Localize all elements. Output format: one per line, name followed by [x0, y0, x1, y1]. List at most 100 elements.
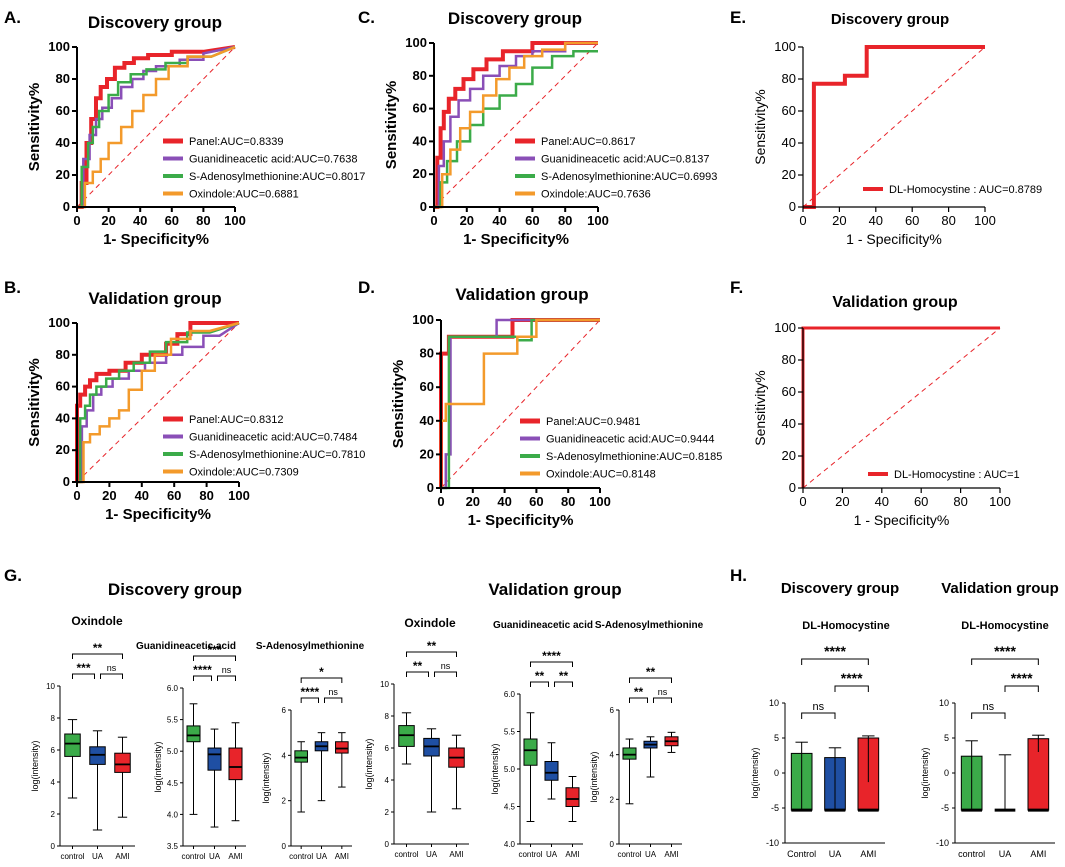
x-tick-label: 80 [941, 213, 955, 228]
significance-label: ns [658, 687, 668, 697]
legend-label: Panel:AUC=0.8312 [189, 414, 283, 426]
x-tick-label: 80 [561, 494, 575, 509]
legend-label: Panel:AUC=0.8339 [189, 136, 283, 148]
x-tick-label: 60 [529, 494, 543, 509]
x-tick-label: UA [999, 849, 1012, 859]
roc-chart-C: Discovery group 00 20 20 40 40 60 60 80 80 100 100 1… [383, 9, 717, 248]
significance-label: **** [193, 663, 212, 677]
y-tick-label: 60 [420, 379, 434, 394]
y-tick-label: 20 [782, 167, 796, 182]
x-tick-label: 60 [525, 213, 539, 228]
x-tick-label: 40 [133, 213, 147, 228]
y-tick-label: 6 [282, 706, 287, 715]
box-chart-title: Oxindole [71, 614, 123, 628]
x-axis-label: 1- Specificity% [463, 231, 569, 248]
reference-diagonal [76, 46, 236, 208]
panel-label-c: C. [358, 8, 375, 27]
x-tick-label: 80 [199, 488, 213, 503]
roc-chart-D: Validation group 00 20 20 40 40 60 60 80 80 100 100… [390, 285, 722, 529]
significance-bracket [834, 685, 869, 692]
box-body [565, 787, 580, 807]
panel-label-a: A. [4, 8, 21, 27]
y-tick-label: 5.0 [504, 765, 516, 774]
y-tick-label: 20 [56, 167, 70, 182]
y-tick-label: 60 [56, 379, 70, 394]
x-axis-label: 1- Specificity% [105, 506, 211, 523]
x-tick-label: UA [92, 852, 104, 861]
box-body [228, 747, 243, 781]
y-tick-label: 0 [420, 199, 427, 214]
x-tick-label: AMI [1030, 849, 1046, 859]
significance-bracket [406, 671, 429, 677]
y-tick-label: 60 [413, 101, 427, 116]
y-tick-label: 10 [939, 698, 949, 708]
x-tick-label: AMI [335, 852, 349, 861]
significance-bracket [72, 673, 95, 679]
y-tick-label: 0 [63, 199, 70, 214]
roc-series-line [434, 49, 598, 209]
significance-label: *** [76, 661, 90, 675]
y-tick-label: 2 [385, 808, 390, 817]
y-tick-label: 0 [789, 199, 796, 214]
chart-title: Discovery group [88, 13, 222, 32]
significance-label: ns [813, 701, 825, 713]
significance-label: ns [222, 665, 232, 675]
significance-label: ** [93, 641, 103, 655]
y-tick-label: 100 [412, 312, 434, 327]
box-body [523, 738, 538, 766]
box-body [544, 761, 559, 781]
significance-label: **** [994, 643, 1016, 659]
chart-title: Validation group [455, 285, 588, 304]
roc-series-line [441, 318, 600, 490]
y-tick-label: 40 [413, 133, 427, 148]
x-axis-label: 1 - Specificity% [854, 512, 950, 528]
y-tick-label: 5.5 [504, 728, 516, 737]
reference-diagonal [802, 327, 1001, 489]
significance-bracket [530, 681, 549, 687]
y-axis-label: log(intensity) [261, 752, 271, 803]
significance-label: ** [646, 665, 656, 679]
significance-bracket [434, 671, 457, 677]
y-tick-label: 10 [380, 680, 389, 689]
chart-title: Validation group [88, 289, 221, 308]
legend-label: DL-Homocystine : AUC=0.8789 [889, 184, 1042, 196]
box-chart-G2: Guanidineacetic acid 3.5 4.0 4.5 5.0 5.5 6.0 lo… [136, 641, 246, 861]
reference-diagonal [440, 319, 601, 489]
roc-series-line [434, 41, 598, 209]
panel-label-e: E. [730, 8, 747, 27]
significance-bracket [801, 712, 836, 719]
y-tick-label: 4 [385, 776, 390, 785]
y-tick-label: 2 [51, 810, 56, 819]
roc-series-line [75, 321, 239, 482]
roc-chart-F: Validation group 00 20 20 40 40 60 60 80 80 100 100… [752, 294, 1020, 528]
y-tick-label: 0 [51, 842, 56, 851]
roc-series-line [803, 45, 985, 209]
significance-bracket [1004, 685, 1039, 692]
x-tick-label: 40 [497, 494, 511, 509]
box-chart-G1: Oxindole 0 2 4 6 8 10 log(intensity) control UA AM… [30, 614, 135, 861]
y-tick-label: 40 [782, 416, 796, 431]
x-tick-label: 80 [558, 213, 572, 228]
bar-chart-title: DL-Homocystine [961, 620, 1048, 632]
y-tick-label: 6 [51, 746, 56, 755]
significance-bracket [971, 712, 1006, 719]
y-tick-label: 6.0 [504, 690, 516, 699]
x-tick-label: 100 [974, 213, 996, 228]
y-tick-label: 3.5 [167, 842, 179, 851]
box-body [64, 733, 81, 757]
y-axis-label: log(intensity) [364, 738, 374, 789]
x-tick-label: 40 [875, 494, 889, 509]
significance-label: *** [207, 643, 221, 657]
reference-diagonal [802, 46, 986, 208]
significance-label: **** [1011, 670, 1033, 686]
x-tick-label: Control [787, 849, 816, 859]
h-validation-title: Validation group [941, 580, 1059, 597]
significance-bracket [971, 658, 1039, 665]
significance-label: **** [824, 643, 846, 659]
y-tick-label: -5 [771, 803, 779, 813]
x-tick-label: 20 [460, 213, 474, 228]
legend-label: Oxindole:AUC=0.7636 [541, 189, 651, 201]
y-tick-label: 80 [56, 347, 70, 362]
significance-label: ** [535, 669, 545, 683]
x-tick-label: UA [426, 850, 438, 859]
